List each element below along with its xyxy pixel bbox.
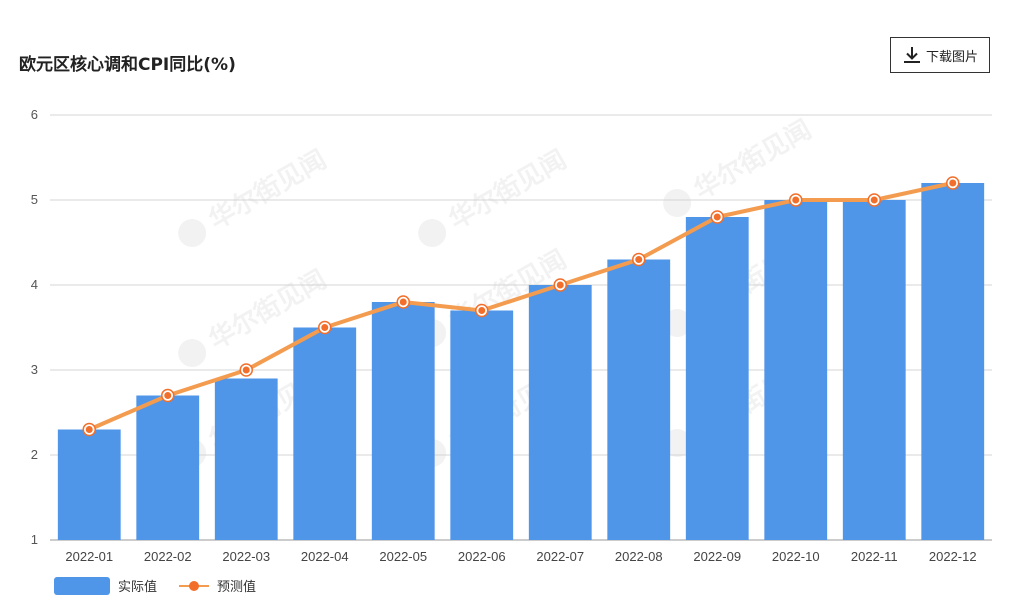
forecast-point-dot [635, 256, 643, 263]
bar [136, 395, 200, 540]
y-axis-ticks: 1 2 3 4 5 6 [31, 107, 38, 547]
bar [921, 183, 985, 540]
x-tick-label: 2022-01 [65, 549, 113, 564]
x-tick-label: 2022-08 [615, 549, 663, 564]
watermark-text: 华尔街见闻 [689, 114, 817, 206]
bar [450, 310, 514, 540]
forecast-line [88, 181, 954, 432]
y-tick-label: 2 [31, 447, 38, 462]
forecast-point-dot [713, 213, 721, 221]
bar [842, 200, 906, 540]
bar [764, 200, 828, 540]
bar [214, 378, 278, 540]
legend-forecast-label: 预测值 [217, 580, 257, 595]
y-tick-label: 6 [31, 107, 38, 122]
forecast-line-series [82, 176, 960, 437]
x-tick-label: 2022-06 [458, 549, 506, 564]
watermark: 华尔街见闻 [178, 144, 332, 247]
y-tick-label: 3 [31, 362, 38, 377]
x-tick-label: 2022-12 [929, 549, 977, 564]
bars-series [57, 183, 985, 540]
legend-actual-label: 实际值 [118, 580, 158, 595]
download-image-button[interactable]: 下载图片 [890, 37, 990, 73]
x-tick-label: 2022-09 [693, 549, 741, 564]
watermark-logo-icon [178, 219, 207, 247]
forecast-point-dot [792, 196, 800, 204]
chart-title: 欧元区核心调和CPI同比(%) [19, 55, 236, 75]
watermark-logo-icon [178, 339, 207, 367]
forecast-point-dot [870, 196, 878, 204]
y-tick-label: 5 [31, 192, 38, 207]
forecast-point-dot [85, 426, 93, 433]
legend-bar-swatch [54, 576, 110, 595]
watermark-logo-icon [418, 219, 447, 247]
bar [57, 429, 121, 540]
x-tick-label: 2022-03 [222, 549, 270, 564]
legend-forecast[interactable]: 预测值 [179, 576, 256, 595]
forecast-point-dot [949, 179, 957, 187]
legend-actual[interactable]: 实际值 [54, 576, 157, 595]
x-tick-label: 2022-02 [144, 549, 192, 564]
y-tick-label: 4 [31, 277, 38, 292]
forecast-point-dot [164, 392, 172, 399]
cpi-chart: 华尔街见闻华尔街见闻华尔街见闻华尔街见闻华尔街见闻华尔街见闻华尔街见闻华尔街见闻… [31, 107, 992, 564]
forecast-point-dot [556, 281, 564, 289]
x-axis-ticks: 2022-01 2022-02 2022-03 2022-04 2022-05 2022-… [65, 549, 976, 564]
legend: 实际值 预测值 [54, 576, 278, 595]
bar [293, 327, 357, 540]
download-icon [903, 47, 920, 63]
download-label: 下载图片 [925, 49, 978, 65]
forecast-point-dot [399, 298, 407, 306]
bar [528, 285, 592, 540]
bar [685, 217, 749, 540]
watermark-text: 华尔街见闻 [444, 144, 572, 236]
x-tick-label: 2022-04 [301, 549, 349, 564]
watermark: 华尔街见闻 [418, 144, 572, 247]
y-tick-label: 1 [31, 532, 38, 547]
legend-line-swatch [179, 577, 210, 595]
x-tick-label: 2022-05 [379, 549, 427, 564]
forecast-point-dot [242, 366, 250, 374]
forecast-point-dot [478, 307, 486, 314]
watermark-text: 华尔街见闻 [204, 144, 332, 236]
forecast-point-dot [321, 324, 329, 331]
bar [371, 302, 435, 540]
x-tick-label: 2022-07 [536, 549, 584, 564]
x-tick-label: 2022-10 [772, 549, 820, 564]
bar [607, 259, 671, 540]
x-tick-label: 2022-11 [851, 549, 898, 564]
watermark-logo-icon [663, 189, 692, 217]
